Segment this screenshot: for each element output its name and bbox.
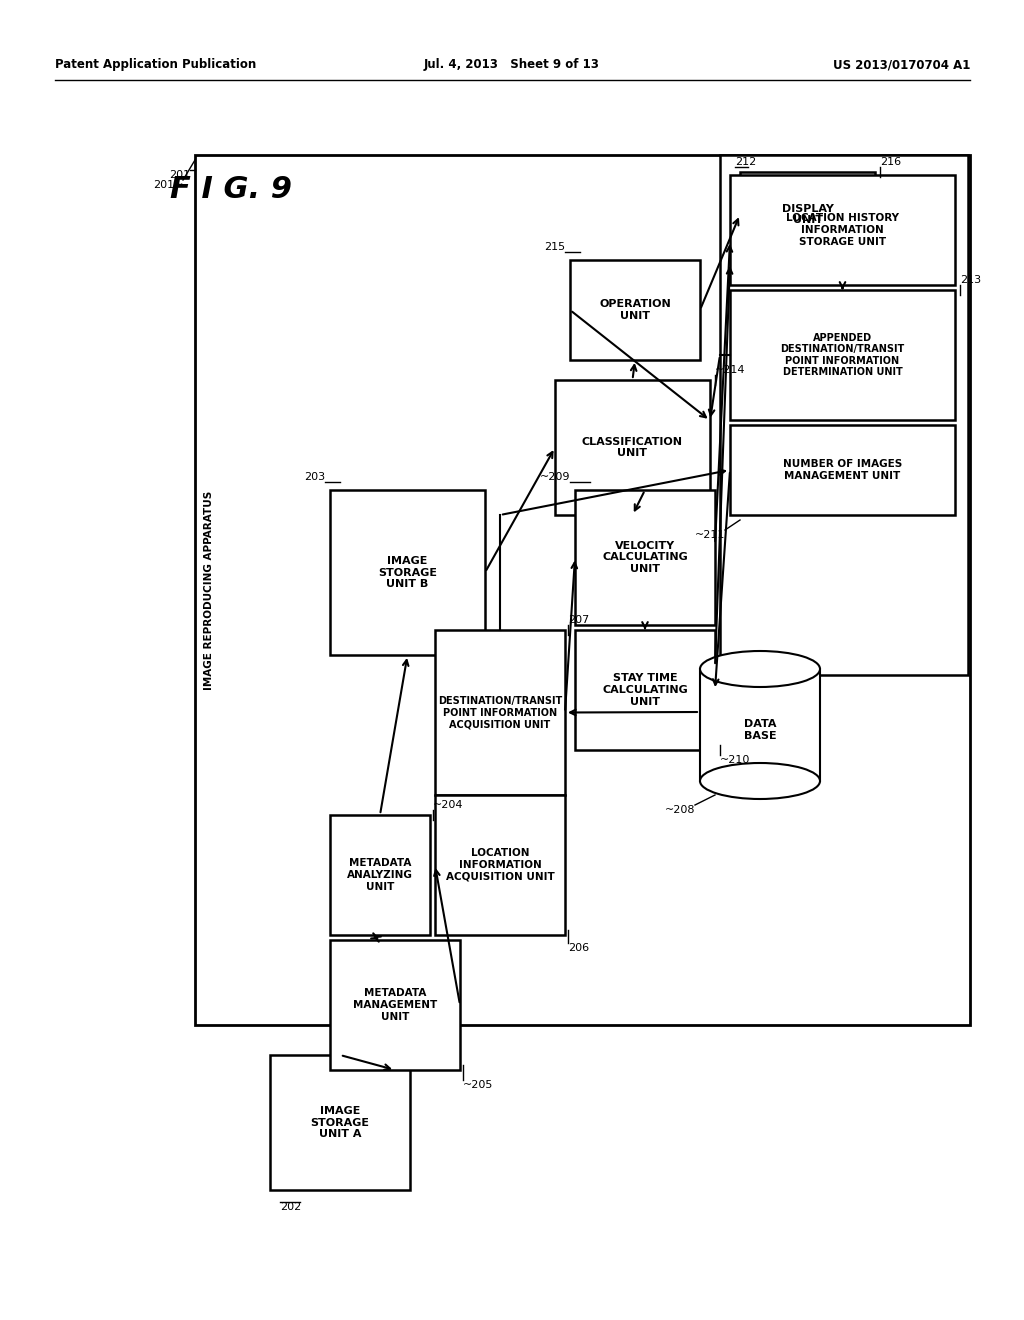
Text: ~210: ~210 bbox=[720, 755, 751, 766]
Text: LOCATION HISTORY
INFORMATION
STORAGE UNIT: LOCATION HISTORY INFORMATION STORAGE UNI… bbox=[786, 214, 899, 247]
Bar bbox=[720, 154, 968, 675]
Text: 203: 203 bbox=[304, 473, 325, 482]
Text: ~208: ~208 bbox=[665, 805, 695, 814]
Text: ~211: ~211 bbox=[694, 531, 725, 540]
Bar bbox=[330, 940, 460, 1071]
Text: IMAGE REPRODUCING APPARATUS: IMAGE REPRODUCING APPARATUS bbox=[204, 490, 214, 689]
Text: 212: 212 bbox=[735, 157, 757, 168]
Bar bbox=[330, 814, 430, 935]
Bar bbox=[270, 1055, 410, 1191]
Bar bbox=[575, 630, 715, 750]
Bar bbox=[575, 490, 715, 624]
Text: ~214: ~214 bbox=[715, 366, 745, 375]
Text: 207: 207 bbox=[568, 615, 589, 624]
Text: 206: 206 bbox=[568, 942, 589, 953]
Text: METADATA
ANALYZING
UNIT: METADATA ANALYZING UNIT bbox=[347, 858, 413, 891]
Text: 201: 201 bbox=[169, 170, 190, 180]
Text: CLASSIFICATION
UNIT: CLASSIFICATION UNIT bbox=[582, 437, 683, 458]
Text: IMAGE
STORAGE
UNIT A: IMAGE STORAGE UNIT A bbox=[310, 1106, 370, 1139]
Text: DISPLAY
UNIT: DISPLAY UNIT bbox=[781, 203, 834, 226]
Bar bbox=[330, 490, 485, 655]
Bar bbox=[570, 260, 700, 360]
Bar bbox=[740, 172, 874, 257]
Text: 215: 215 bbox=[544, 242, 565, 252]
Text: ~209: ~209 bbox=[540, 473, 570, 482]
Ellipse shape bbox=[700, 651, 820, 686]
Text: Jul. 4, 2013   Sheet 9 of 13: Jul. 4, 2013 Sheet 9 of 13 bbox=[424, 58, 600, 71]
Text: ~204: ~204 bbox=[433, 800, 464, 810]
Text: VELOCITY
CALCULATING
UNIT: VELOCITY CALCULATING UNIT bbox=[602, 541, 688, 574]
Text: F I G. 9: F I G. 9 bbox=[170, 176, 292, 205]
Bar bbox=[730, 290, 955, 420]
Text: US 2013/0170704 A1: US 2013/0170704 A1 bbox=[833, 58, 970, 71]
Text: 213: 213 bbox=[961, 275, 981, 285]
Bar bbox=[730, 176, 955, 285]
Text: APPENDED
DESTINATION/TRANSIT
POINT INFORMATION
DETERMINATION UNIT: APPENDED DESTINATION/TRANSIT POINT INFOR… bbox=[780, 333, 904, 378]
Bar bbox=[555, 380, 710, 515]
Text: DATA
BASE: DATA BASE bbox=[743, 719, 776, 741]
Text: LOCATION
INFORMATION
ACQUISITION UNIT: LOCATION INFORMATION ACQUISITION UNIT bbox=[445, 849, 554, 882]
Bar bbox=[195, 154, 970, 1026]
Text: 216: 216 bbox=[880, 157, 901, 168]
Text: STAY TIME
CALCULATING
UNIT: STAY TIME CALCULATING UNIT bbox=[602, 673, 688, 706]
Bar bbox=[435, 795, 565, 935]
Ellipse shape bbox=[700, 763, 820, 799]
Text: 201~: 201~ bbox=[153, 180, 183, 190]
Text: ~205: ~205 bbox=[463, 1080, 494, 1090]
Text: OPERATION
UNIT: OPERATION UNIT bbox=[599, 300, 671, 321]
Text: DESTINATION/TRANSIT
POINT INFORMATION
ACQUISITION UNIT: DESTINATION/TRANSIT POINT INFORMATION AC… bbox=[438, 696, 562, 729]
Text: Patent Application Publication: Patent Application Publication bbox=[55, 58, 256, 71]
Text: 202: 202 bbox=[280, 1203, 301, 1212]
Bar bbox=[730, 425, 955, 515]
Text: NUMBER OF IMAGES
MANAGEMENT UNIT: NUMBER OF IMAGES MANAGEMENT UNIT bbox=[783, 459, 902, 480]
Text: METADATA
MANAGEMENT
UNIT: METADATA MANAGEMENT UNIT bbox=[353, 989, 437, 1022]
Bar bbox=[700, 669, 820, 781]
Text: IMAGE
STORAGE
UNIT B: IMAGE STORAGE UNIT B bbox=[378, 556, 437, 589]
Bar bbox=[435, 630, 565, 795]
